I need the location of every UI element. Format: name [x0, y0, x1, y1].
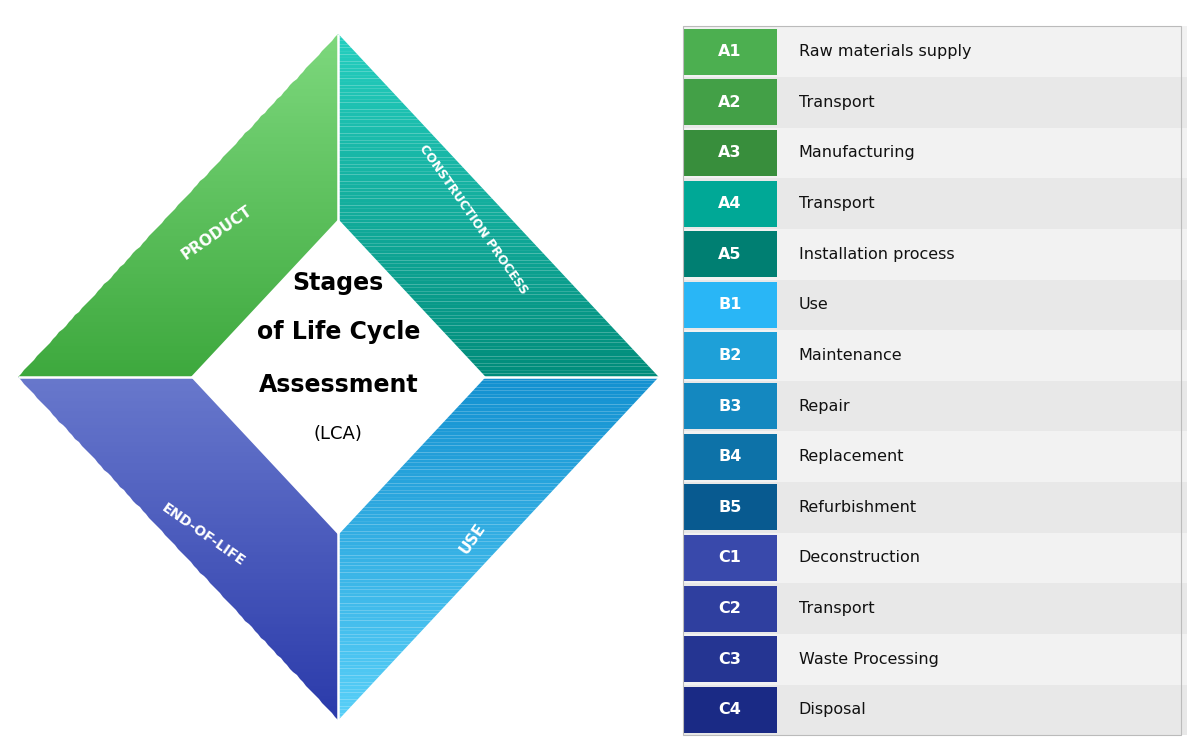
Bar: [683, 127, 1187, 178]
Text: C1: C1: [718, 550, 742, 566]
Bar: [683, 532, 1187, 584]
Text: C2: C2: [718, 601, 742, 616]
Text: A5: A5: [718, 247, 742, 262]
Bar: [683, 29, 777, 75]
Bar: [683, 434, 777, 480]
Text: C4: C4: [718, 702, 742, 717]
Text: Use: Use: [799, 297, 829, 312]
Text: Transport: Transport: [799, 196, 875, 211]
Bar: [683, 280, 1187, 330]
Text: A4: A4: [718, 196, 742, 211]
Text: Repair: Repair: [799, 399, 850, 414]
Bar: [683, 687, 777, 733]
Text: Replacement: Replacement: [799, 449, 904, 464]
Text: C3: C3: [718, 651, 742, 667]
Text: END-OF-LIFE: END-OF-LIFE: [159, 501, 248, 569]
Text: A3: A3: [718, 146, 742, 161]
Text: Refurbishment: Refurbishment: [799, 500, 918, 515]
Text: Deconstruction: Deconstruction: [799, 550, 921, 566]
Bar: [683, 26, 1181, 735]
Text: USE: USE: [457, 520, 489, 556]
Text: Stages: Stages: [293, 271, 383, 295]
Text: A2: A2: [718, 95, 742, 110]
Bar: [683, 130, 777, 176]
Bar: [683, 79, 777, 125]
Text: Manufacturing: Manufacturing: [799, 146, 915, 161]
Text: B3: B3: [718, 399, 742, 414]
Bar: [683, 26, 1187, 77]
Text: CONSTRUCTION PROCESS: CONSTRUCTION PROCESS: [417, 142, 529, 296]
Bar: [683, 231, 777, 277]
Bar: [683, 431, 1187, 482]
Text: A1: A1: [718, 44, 742, 60]
Polygon shape: [191, 219, 485, 535]
Bar: [683, 229, 1187, 280]
Bar: [683, 634, 1187, 685]
Bar: [683, 77, 1187, 127]
Bar: [683, 330, 1187, 381]
Text: B1: B1: [718, 297, 742, 312]
Bar: [683, 333, 777, 379]
Text: B4: B4: [718, 449, 742, 464]
Text: Installation process: Installation process: [799, 247, 954, 262]
Text: of Life Cycle: of Life Cycle: [256, 320, 420, 344]
Bar: [683, 586, 777, 632]
Bar: [683, 685, 1187, 735]
Bar: [683, 535, 777, 581]
Bar: [683, 484, 777, 530]
Text: Disposal: Disposal: [799, 702, 867, 717]
Bar: [683, 180, 777, 227]
Bar: [683, 636, 777, 682]
Text: Transport: Transport: [799, 601, 875, 616]
Text: Transport: Transport: [799, 95, 875, 110]
Text: Waste Processing: Waste Processing: [799, 651, 939, 667]
Text: Maintenance: Maintenance: [799, 348, 902, 363]
Text: PRODUCT: PRODUCT: [178, 203, 254, 262]
Text: Raw materials supply: Raw materials supply: [799, 44, 971, 60]
Bar: [683, 383, 777, 429]
Text: (LCA): (LCA): [313, 425, 363, 443]
Bar: [683, 381, 1187, 431]
Text: Assessment: Assessment: [259, 372, 418, 397]
Text: B2: B2: [718, 348, 742, 363]
Bar: [683, 584, 1187, 634]
Bar: [683, 282, 777, 328]
Bar: [683, 482, 1187, 532]
Text: B5: B5: [718, 500, 742, 515]
Bar: [683, 178, 1187, 229]
